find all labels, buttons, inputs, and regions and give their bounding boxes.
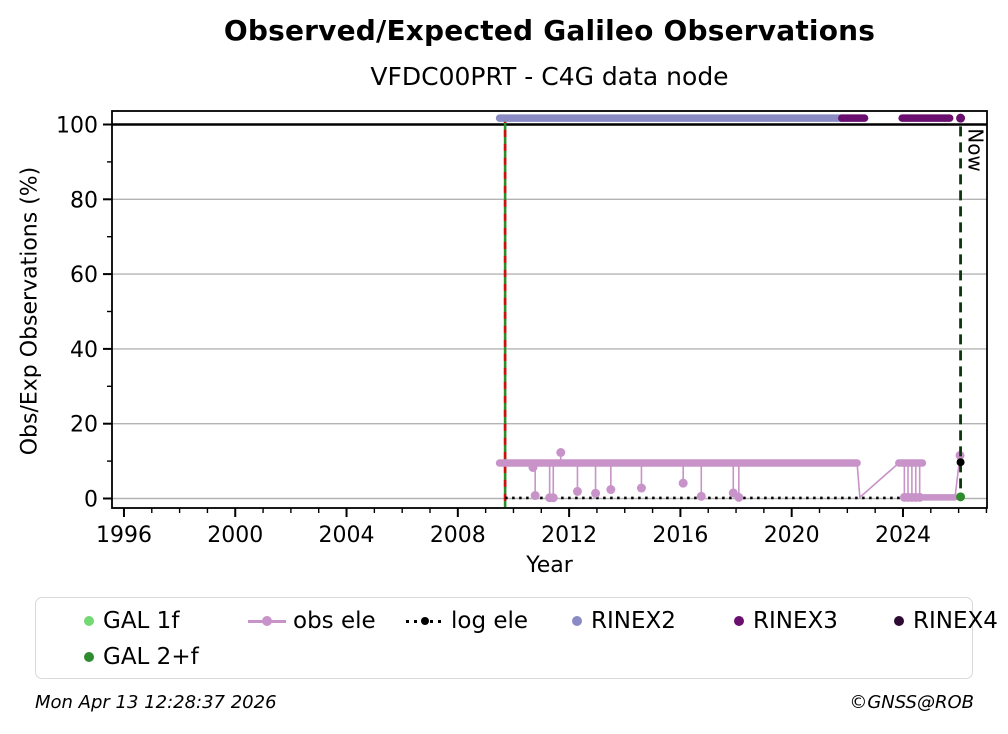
now-line: Now [959, 126, 988, 499]
svg-text:2020: 2020 [764, 523, 820, 548]
svg-text:60: 60 [70, 263, 98, 288]
legend-item-rinex3: RINEX3 [734, 606, 838, 636]
page-title: Observed/Expected Galileo Observations [112, 14, 987, 47]
svg-text:2008: 2008 [430, 523, 486, 548]
legend-item-gal-2-f: GAL 2+f [84, 642, 199, 672]
legend-item-rinex4: RINEX4 [894, 606, 998, 636]
svg-text:2016: 2016 [652, 523, 708, 548]
obs-ele-series [495, 447, 965, 503]
end-markers [956, 458, 966, 502]
chart-subtitle: VFDC00PRT - C4G data node [370, 62, 729, 91]
chart-subtitle-wrap: VFDC00PRT - C4G data node [112, 62, 987, 91]
y-axis-label: Obs/Exp Observations (%) [17, 166, 43, 456]
svg-text:0: 0 [84, 488, 98, 513]
svg-text:2000: 2000 [207, 523, 263, 548]
timestamp-text: Mon Apr 13 12:28:37 2026 [35, 692, 277, 713]
plot-frame [111, 110, 988, 509]
chart-title: Observed/Expected Galileo Observations [223, 14, 876, 47]
svg-text:100: 100 [56, 114, 98, 139]
axis-ticks [103, 123, 988, 517]
svg-text:2004: 2004 [319, 523, 375, 548]
legend-marker-icon [734, 616, 744, 626]
now-label: Now [964, 128, 988, 172]
legend-marker-icon [84, 652, 94, 662]
legend-marker-icon [406, 615, 444, 627]
legend-item-label: GAL 2+f [103, 644, 199, 670]
legend-marker-icon [248, 615, 286, 627]
legend-item-gal-1f: GAL 1f [84, 606, 179, 636]
gridlines [112, 123, 987, 500]
svg-text:1996: 1996 [96, 523, 152, 548]
svg-text:20: 20 [70, 413, 98, 438]
legend-item-label: obs ele [293, 608, 376, 634]
legend-item-label: GAL 1f [103, 608, 180, 634]
legend-marker-icon [894, 616, 904, 626]
credit-text: ©GNSS@ROB [849, 692, 974, 713]
rinex3-band [838, 113, 966, 123]
legend-item-label: RINEX2 [591, 608, 676, 634]
x-axis-label: Year [526, 553, 573, 578]
svg-text:2012: 2012 [541, 523, 597, 548]
frame [111, 110, 988, 509]
legend-item-label: RINEX4 [913, 608, 998, 634]
tick-labels: 1996 2000 2004 2008 2012 2016 2020 2024 0 20 40 60 8… [56, 114, 931, 548]
svg-text:2024: 2024 [875, 523, 931, 548]
legend-item-rinex2: RINEX2 [572, 606, 676, 636]
plot-area: Now 1996 2000 2004 2008 2012 2016 2020 2024 0 20 40… [56, 110, 988, 548]
legend-marker-icon [84, 616, 94, 626]
legend-item-label: RINEX3 [753, 608, 838, 634]
legend-item-obs-ele: obs ele [248, 606, 376, 636]
legend: GAL 1f obs ele log ele RINEX2 RINEX3 RINEX4 GA… [35, 597, 998, 679]
svg-text:80: 80 [70, 188, 98, 213]
svg-text:40: 40 [70, 338, 98, 363]
legend-marker-icon [572, 616, 582, 626]
legend-item-log-ele: log ele [406, 606, 528, 636]
legend-item-label: log ele [451, 608, 529, 634]
